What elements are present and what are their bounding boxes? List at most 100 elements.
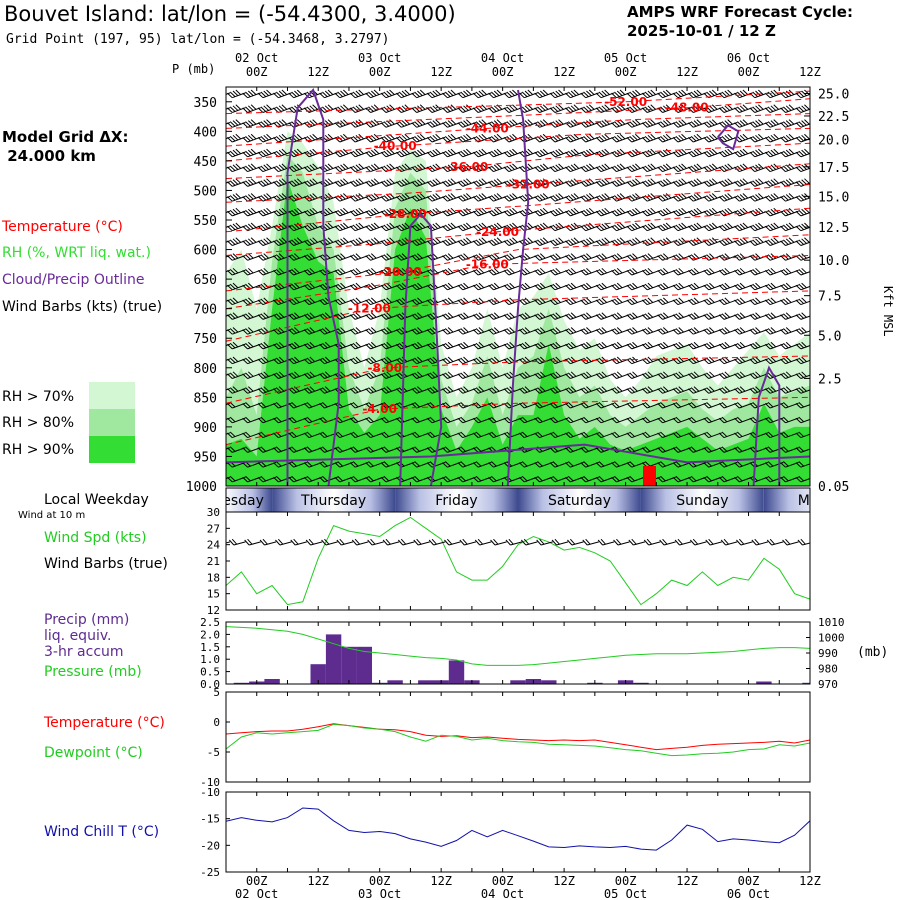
wind-barb: [595, 119, 615, 128]
wind-barb: [426, 148, 446, 158]
cloud-outline: [752, 365, 781, 486]
wind-barb: [595, 178, 615, 187]
temperature-contour-label: -12.00: [348, 302, 391, 316]
surface-wind-barb: [275, 538, 292, 546]
wind-barb: [319, 297, 338, 306]
wind-barb: [795, 133, 810, 143]
wind-barb: [365, 178, 384, 187]
bottom-hour-label: 12Z: [307, 874, 329, 888]
height-tick-label: 0.05: [818, 480, 849, 495]
precip-bar: [418, 680, 434, 684]
height-tick-label: 15.0: [818, 190, 849, 205]
wind-barb: [764, 178, 784, 187]
precip-bar: [541, 680, 557, 684]
wind-barb: [749, 119, 769, 128]
wind-barb: [319, 133, 338, 143]
temperature-panel-frame: [225, 691, 811, 783]
cross-section-axes: 350 400 450 500 550 600 650 700 750 800 850 900 950 1…: [186, 88, 850, 496]
wind-barb: [657, 133, 676, 143]
legend-rh80-label: RH > 80%: [2, 415, 74, 431]
wind-barb: [303, 253, 323, 261]
temperature-contour: [226, 355, 810, 404]
weekday-segment: [640, 488, 764, 512]
wind-barb: [580, 163, 599, 173]
wind-barb: [657, 267, 676, 276]
wind-barb: [519, 282, 538, 291]
wind-barb: [227, 222, 246, 232]
wind-barb: [549, 119, 569, 128]
y-tick-label: 1.5: [200, 641, 220, 654]
y-tick-label: -15: [200, 813, 220, 826]
wind-barb: [749, 267, 769, 276]
surface-wind-barb: [259, 538, 277, 546]
y-tick-label: -10: [200, 776, 220, 789]
wind-barb: [503, 148, 523, 158]
height-axis-label: Kft MSL: [881, 286, 895, 337]
wind-barb: [549, 267, 569, 276]
wind-barb: [641, 327, 661, 335]
precip-bar: [341, 646, 357, 684]
wind-barb: [672, 341, 692, 350]
wind-barb: [457, 104, 477, 113]
wind-barb: [442, 119, 461, 128]
wind-barb: [319, 163, 338, 173]
temperature-contour: [226, 113, 810, 147]
wind-barb: [764, 119, 784, 128]
wind-barb: [657, 89, 676, 99]
wind-barb: [657, 327, 676, 335]
wind-barb: [426, 163, 446, 173]
wind-barb: [595, 267, 615, 276]
wind-barb: [227, 89, 246, 99]
wind-barb: [795, 416, 810, 424]
height-tick-label: 2.5: [818, 372, 841, 387]
wind-barb: [273, 253, 292, 261]
wind-barb: [703, 253, 722, 261]
wind-barb: [718, 297, 738, 306]
wind-barb: [472, 282, 492, 291]
wind-barb: [472, 297, 492, 306]
wind-barb: [718, 253, 738, 261]
wind-barb: [472, 193, 492, 202]
top-hour-label: 12Z: [799, 65, 821, 79]
surface-wind-barb: [228, 538, 246, 546]
precip-bar: [310, 664, 326, 684]
wind-barb: [718, 267, 738, 276]
wind-chill-label: Wind Chill T (°C): [44, 824, 159, 840]
wind-barb: [426, 178, 446, 187]
surface-wind-barb: [613, 538, 630, 546]
legend-rh: RH (%, WRT liq. wat.): [2, 245, 151, 261]
wind-barb: [641, 282, 661, 291]
wind-barb: [334, 207, 354, 217]
wind-barb: [595, 297, 615, 306]
surface-wind-barb: [305, 538, 323, 546]
wind-barb: [503, 104, 523, 113]
wind-barb: [795, 282, 810, 291]
bottom-date-label: 02 Oct: [235, 887, 278, 900]
surface-wind-barb: [351, 538, 369, 546]
wind-barb: [457, 133, 477, 143]
wind-barb: [457, 237, 477, 246]
wind-barb: [227, 193, 246, 202]
wind-barb: [595, 327, 615, 335]
wind-barb: [703, 178, 722, 187]
weekday-bar: Wednesday Thursday Friday Saturday Sunday Mon…: [226, 488, 810, 512]
wind-barb: [257, 148, 277, 158]
temperature-contours: -4.00 -8.00 -12.00 -16.00 -20.00 -24.00 -28.00…: [226, 90, 810, 446]
surface-wind-barb: [490, 538, 507, 546]
y-tick-label: 970: [818, 678, 838, 691]
wind-barb: [641, 341, 661, 350]
surface-wind-barb: [766, 538, 784, 546]
temperature-contour: [226, 396, 810, 446]
temperature-contour-label: -28.00: [384, 207, 427, 221]
weekday-label: Sunday: [676, 493, 728, 509]
pressure-tick-label: 700: [194, 303, 217, 318]
wind-barb: [472, 104, 492, 113]
wind-barb: [457, 89, 477, 99]
precip-bar: [356, 646, 372, 684]
surface-wind-barb: [321, 538, 338, 546]
wind-barb: [549, 163, 569, 173]
wind-barb: [595, 222, 615, 232]
wind-barb: [534, 207, 553, 217]
precip-sublabel-1: liq. equiv.: [44, 628, 111, 644]
wind-barb: [595, 341, 615, 350]
